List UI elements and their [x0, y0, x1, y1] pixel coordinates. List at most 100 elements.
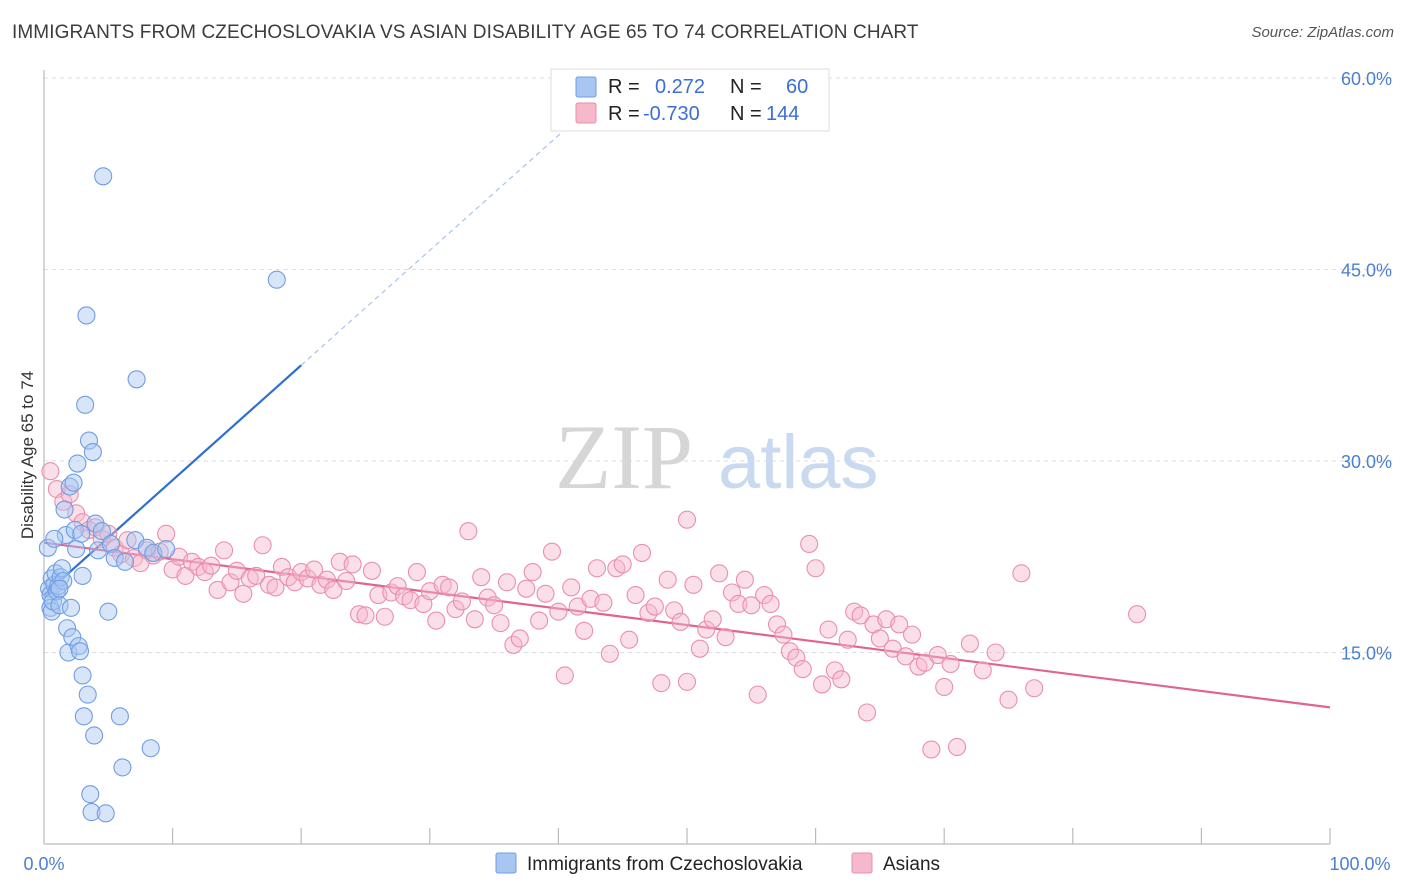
point-asians: [446, 600, 465, 619]
chart-source: Source: ZipAtlas.com: [1251, 24, 1394, 41]
point-asians: [1012, 564, 1031, 583]
point-asians: [497, 573, 517, 592]
trend-line-czechoslovakia: [43, 112, 585, 596]
point-asians: [440, 578, 459, 597]
gridlines: [44, 77, 1392, 653]
point-asians: [555, 666, 574, 685]
point-asians: [735, 570, 754, 589]
point-czechoslovakia: [56, 525, 75, 545]
point-czechoslovakia: [78, 685, 97, 704]
point-asians: [272, 557, 291, 577]
point-asians: [459, 522, 478, 541]
point-asians: [896, 647, 915, 666]
point-czechoslovakia: [74, 707, 93, 726]
point-asians: [767, 615, 787, 634]
y-tick-label: 30.0%: [1341, 452, 1392, 472]
point-asians: [536, 584, 555, 603]
point-asians: [935, 677, 954, 697]
point-czechoslovakia: [157, 540, 176, 559]
point-asians: [665, 601, 684, 620]
point-asians: [890, 615, 909, 634]
point-asians: [857, 703, 877, 722]
trend-line-asians: [43, 541, 1331, 709]
y-tick-label: 15.0%: [1341, 644, 1392, 664]
point-czechoslovakia: [68, 454, 87, 473]
point-czechoslovakia: [99, 602, 118, 621]
point-czechoslovakia: [267, 270, 286, 289]
point-asians: [787, 648, 806, 667]
point-asians: [832, 670, 851, 689]
point-czechoslovakia: [141, 739, 160, 758]
point-asians: [812, 675, 832, 694]
point-czechoslovakia: [86, 514, 105, 533]
point-asians: [266, 578, 285, 597]
point-asians: [800, 534, 819, 554]
legend-swatch-pink: [575, 102, 597, 124]
bottom-legend: Immigrants from Czechoslovakia Asians: [495, 852, 940, 875]
point-asians: [652, 674, 671, 693]
point-asians: [202, 556, 221, 575]
legend-r-value-2: -0.730: [643, 103, 700, 125]
point-asians: [690, 639, 709, 658]
legend-r-label-2: R =: [608, 103, 640, 125]
point-czechoslovakia: [101, 534, 120, 554]
point-asians: [517, 579, 536, 598]
point-asians: [986, 643, 1005, 662]
point-asians: [317, 570, 336, 589]
point-asians: [645, 597, 664, 616]
point-asians: [587, 559, 607, 578]
point-czechoslovakia: [83, 443, 102, 462]
point-asians: [452, 592, 472, 611]
legend-swatch-blue: [575, 76, 597, 98]
point-asians: [362, 561, 381, 580]
point-asians: [620, 630, 639, 649]
point-asians: [600, 644, 619, 663]
point-asians: [375, 607, 394, 626]
point-asians: [510, 629, 529, 648]
point-asians: [195, 563, 214, 582]
point-asians: [838, 630, 857, 649]
y-axis-label: Disability Age 65 to 74: [18, 371, 37, 539]
point-asians: [465, 610, 484, 629]
point-asians: [234, 584, 253, 603]
point-asians: [677, 672, 697, 691]
point-asians: [324, 580, 343, 599]
x-tick-label-max: 100.0%: [1329, 854, 1390, 874]
point-czechoslovakia: [73, 666, 92, 685]
point-asians: [716, 628, 735, 647]
legend-n-label-1: N =: [730, 76, 762, 98]
watermark-zip: ZIP: [555, 406, 693, 508]
bottom-legend-label-czechoslovakia: Immigrants from Czechoslovakia: [527, 854, 803, 875]
point-asians: [742, 596, 761, 615]
point-asians: [613, 555, 632, 574]
point-asians: [999, 690, 1018, 709]
legend-n-value-1: 60: [786, 76, 808, 98]
point-asians: [305, 560, 324, 579]
point-czechoslovakia: [115, 552, 135, 571]
point-asians: [472, 568, 491, 587]
point-asians: [819, 620, 838, 639]
watermark: ZIP atlas: [555, 406, 879, 508]
point-asians: [247, 566, 266, 585]
point-asians: [806, 559, 825, 578]
point-czechoslovakia: [113, 758, 132, 777]
watermark-atlas: atlas: [718, 420, 879, 505]
point-asians: [671, 612, 690, 631]
point-asians: [825, 661, 844, 680]
point-asians: [542, 542, 562, 561]
point-asians: [697, 620, 716, 639]
bottom-legend-label-asians: Asians: [883, 854, 940, 875]
point-czechoslovakia: [81, 785, 100, 804]
x-ticks: [172, 828, 1331, 844]
point-czechoslovakia: [105, 548, 124, 568]
point-asians: [523, 563, 542, 582]
point-asians: [41, 462, 60, 481]
point-asians: [748, 685, 767, 704]
point-asians: [658, 570, 677, 589]
point-asians: [1128, 605, 1147, 624]
point-czechoslovakia: [45, 529, 64, 548]
legend-n-value-2: 144: [766, 103, 799, 125]
point-czechoslovakia: [79, 431, 99, 450]
point-czechoslovakia: [72, 524, 91, 543]
